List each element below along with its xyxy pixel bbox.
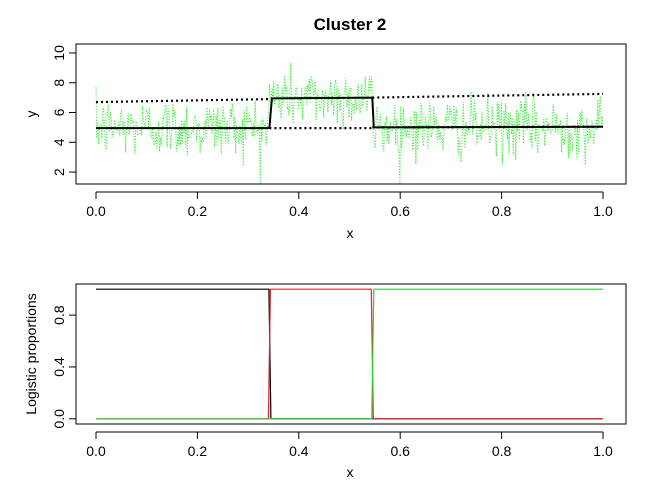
top-x-tick-label-1: 0.2 — [188, 203, 208, 219]
top-y-axis-label: y — [23, 111, 39, 118]
top-panel: Cluster 2 0.0 0.2 0.4 0.6 0.8 1.0 2 4 6 8 10 x y — [23, 15, 627, 241]
top-x-tick-label-5: 1.0 — [593, 203, 613, 219]
top-series-5-line — [372, 125, 604, 129]
bottom-y-tick-label-2: 0.8 — [51, 305, 67, 325]
bottom-x-axis-label: x — [347, 464, 354, 480]
bottom-x-tick-label-0: 0.0 — [86, 443, 106, 459]
top-series-1-line — [96, 96, 604, 130]
bottom-panel: 0.0 0.2 0.4 0.6 0.8 1.0 0.0 0.4 0.8 x Logistic p… — [23, 283, 627, 480]
top-series-4-line — [372, 92, 604, 99]
top-y-tick-label-1: 4 — [51, 138, 67, 146]
bottom-x-tick-label-2: 0.4 — [289, 443, 309, 459]
top-series-2-line — [95, 98, 270, 104]
bottom-x-tick-label-5: 1.0 — [593, 443, 613, 459]
top-panel-title: Cluster 2 — [314, 15, 387, 34]
top-x-tick-label-3: 0.6 — [390, 203, 410, 219]
top-y-tick-label-0: 2 — [51, 168, 67, 176]
top-panel-marks — [95, 63, 604, 184]
top-x-tick-label-0: 0.0 — [86, 203, 106, 219]
bottom-y-axis-label: Logistic proportions — [23, 293, 39, 414]
top-x-tick-label-4: 0.8 — [492, 203, 512, 219]
top-series-0-noisy-line — [95, 63, 604, 184]
top-y-tick-label-2: 6 — [51, 108, 67, 116]
top-x-tick-label-2: 0.4 — [289, 203, 309, 219]
bottom-series-2-line — [96, 288, 603, 420]
top-y-tick-label-4: 10 — [51, 45, 67, 61]
bottom-x-tick-label-3: 0.6 — [390, 443, 410, 459]
bottom-y-tick-label-0: 0.0 — [51, 409, 67, 429]
bottom-x-tick-label-1: 0.2 — [188, 443, 208, 459]
top-y-tick-label-3: 8 — [51, 79, 67, 87]
bottom-panel-axes: 0.0 0.2 0.4 0.6 0.8 1.0 0.0 0.4 0.8 — [51, 305, 613, 459]
bottom-y-tick-label-1: 0.4 — [51, 357, 67, 377]
top-x-axis-label: x — [347, 225, 354, 241]
top-panel-axes: 0.0 0.2 0.4 0.6 0.8 1.0 2 4 6 8 10 — [51, 45, 613, 219]
bottom-panel-marks — [96, 288, 603, 420]
bottom-x-tick-label-4: 0.8 — [492, 443, 512, 459]
